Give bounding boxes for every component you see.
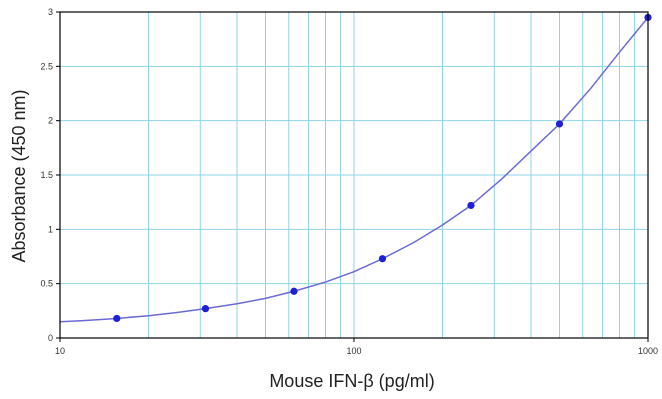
x-tick-label: 100 <box>346 346 361 356</box>
axis-layer <box>56 11 649 342</box>
y-tick-label: 3 <box>48 7 53 17</box>
data-point <box>467 201 475 210</box>
y-tick-label: 0 <box>48 333 53 343</box>
grid-layer <box>60 12 648 338</box>
data-point <box>555 120 564 128</box>
data-point <box>113 314 121 323</box>
y-tick-label: 0.5 <box>40 279 53 289</box>
curve-layer <box>59 16 649 323</box>
y-tick-label: 2 <box>48 116 53 126</box>
points-layer <box>113 13 652 323</box>
data-point <box>378 255 387 263</box>
y-tick-label: 1.5 <box>40 170 53 180</box>
y-tick-label: 2.5 <box>40 61 53 71</box>
x-tick-label: 1000 <box>638 346 658 356</box>
x-tick-labels: 10 100 1000 <box>55 346 658 356</box>
data-point <box>201 305 210 313</box>
y-tick-label: 1 <box>48 224 53 234</box>
fit-curve <box>59 16 649 323</box>
x-axis-title: Mouse IFN-β (pg/ml) <box>269 371 434 391</box>
y-tick-labels: 0 0.5 1 1.5 2 2.5 3 <box>40 7 53 343</box>
data-point <box>290 287 298 295</box>
x-tick-label: 10 <box>55 346 65 356</box>
y-axis-title: Absorbance (450 nm) <box>9 89 29 262</box>
